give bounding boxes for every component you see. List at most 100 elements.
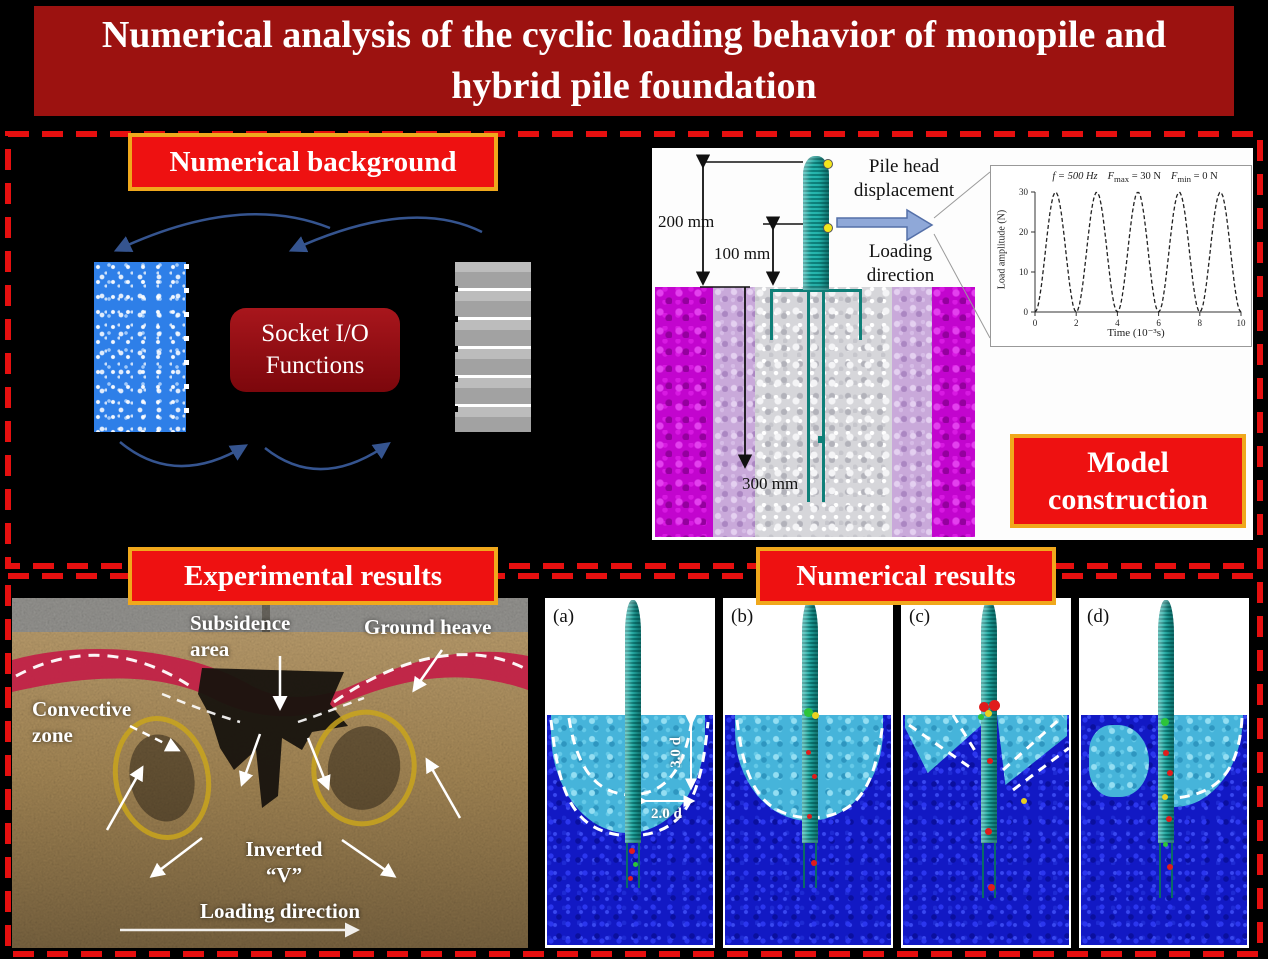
pile-tip-marker [818, 436, 825, 443]
svg-text:10: 10 [1237, 318, 1247, 328]
soil-strip-magenta-left [655, 287, 713, 537]
stress-speck [628, 876, 633, 881]
panel-a: 3.0 d 2.0 d (a) [545, 598, 715, 948]
stress-speck [979, 702, 989, 712]
experimental-photo: Subsidence area Ground heave Convective … [12, 598, 528, 948]
numerical-background-label: Numerical background [128, 133, 498, 191]
panel-a-pile-line-right [638, 843, 640, 888]
experimental-results-label-text: Experimental results [183, 559, 443, 592]
stress-speck [812, 712, 819, 719]
experimental-results-label: Experimental results [128, 547, 498, 605]
data-exchange-arrows [113, 212, 483, 471]
numerical-background-label-text: Numerical background [169, 145, 457, 178]
stress-speck [1167, 864, 1173, 870]
soil-strip-lavender-right [892, 287, 932, 537]
panel-c-pile-line-right [994, 843, 996, 898]
panel-c-pile [981, 600, 997, 843]
numerical-results-panels: 3.0 d 2.0 d (a) (b) [545, 598, 1257, 948]
page-title: Numerical analysis of the cyclic loading… [101, 14, 1167, 107]
pile-wall-left-embedded [807, 287, 810, 502]
stress-speck [807, 814, 812, 819]
panel-a-pile-line-left [626, 843, 628, 888]
inset-ylabel: Load amplitude (N) [996, 209, 1008, 290]
pile-head-node [823, 159, 833, 169]
stress-speck [804, 708, 813, 717]
dim-200mm: 200 mm [658, 212, 715, 231]
panel-d-pile-line-right [1171, 843, 1173, 898]
ground-heave-label: Ground heave [364, 615, 492, 639]
wall-boundary-notches [453, 262, 458, 432]
socket-io-box: Socket I/O Functions [230, 308, 400, 392]
stress-speck [1166, 816, 1172, 822]
panel-d-pile-line-left [1159, 843, 1161, 898]
dem-particle-assembly [94, 262, 189, 432]
panel-d-left-patch [1089, 725, 1149, 797]
soil-specimen [655, 287, 975, 537]
panel-c-label: (c) [909, 606, 931, 627]
dim-300mm: 300 mm [742, 474, 799, 493]
model-construction-box: Model construction [1010, 434, 1246, 528]
socket-io-line2: Functions [265, 352, 365, 379]
inset-line-chart: 0 2 4 6 8 10 0 10 20 30 [1019, 187, 1247, 328]
pile-wall-right-embedded [822, 287, 825, 502]
wall-element-stack [453, 262, 531, 432]
numerical-results-label: Numerical results [756, 547, 1056, 605]
panel-d-label: (d) [1087, 606, 1110, 627]
stress-speck [1163, 842, 1168, 847]
panel-b-pile [802, 600, 818, 843]
svg-text:10: 10 [1019, 267, 1029, 277]
stress-speck [1167, 770, 1173, 776]
loading-node [823, 223, 833, 233]
panel-a-label: (a) [553, 606, 575, 627]
convective-zone-label: Convective zone [32, 697, 132, 748]
panel-d: (d) [1079, 598, 1249, 948]
panel-b-label: (b) [731, 606, 754, 627]
stress-speck [989, 700, 1000, 711]
panel-c: (c) [901, 598, 1071, 948]
stress-speck [978, 714, 984, 720]
hybrid-skirt-left [770, 289, 773, 340]
model-construction-box-text: Model construction [1048, 445, 1208, 517]
panel-b-pile-line-left [803, 843, 805, 888]
svg-text:2: 2 [1074, 318, 1079, 328]
panel-a-width-annotation: 2.0 d [651, 806, 682, 822]
coupling-boundary-dots [184, 264, 189, 430]
inverted-v-label: Inverted “V” [245, 837, 323, 888]
socket-io-line1: Socket I/O [261, 319, 369, 347]
stress-speck [629, 848, 635, 854]
panel-a-pile [625, 600, 641, 843]
inset-annotation: f = 500 Hz Fmax = 30 N Fmin = 0 N [1052, 171, 1218, 185]
soil-strip-lavender-left [713, 287, 755, 537]
subsidence-area-label: Subsidence area [190, 611, 291, 662]
hybrid-skirt-top [770, 289, 862, 292]
stress-speck [1163, 750, 1169, 756]
bottom-section-dashed-border [5, 573, 1263, 957]
top-section-dashed-border [5, 131, 1263, 569]
stress-speck [633, 862, 638, 867]
loading-direction-label: Loading direction [866, 241, 935, 286]
panel-b-pile-line-right [815, 843, 817, 888]
title-banner: Numerical analysis of the cyclic loading… [34, 6, 1234, 116]
stress-speck [987, 758, 993, 764]
panel-a-depth-annotation: 3.0 d [667, 737, 684, 768]
soil-strip-magenta-right [932, 287, 975, 537]
model-construction-panel: 200 mm 100 mm 300 mm Pile head displacem… [652, 148, 1253, 540]
cyclic-load-inset: 0 2 4 6 8 10 0 10 20 30 f = 500 Hz Fmax = 30 N Fmin… [990, 165, 1252, 347]
stress-speck [1161, 718, 1169, 726]
stress-speck [811, 860, 817, 866]
experimental-photo-graphics [12, 598, 528, 948]
svg-text:6: 6 [1156, 318, 1161, 328]
stress-speck [1021, 798, 1027, 804]
stress-speck [812, 774, 817, 779]
numerical-results-label-text: Numerical results [796, 559, 1016, 592]
dimension-annotations [695, 154, 991, 469]
stress-speck [1162, 794, 1168, 800]
stress-speck [988, 884, 995, 891]
svg-text:0: 0 [1024, 307, 1029, 317]
pile-head-displacement-label: Pile head displacement [853, 156, 955, 201]
panel-c-overlay [908, 714, 1070, 792]
stress-speck [985, 710, 992, 717]
loading-direction-arrow [836, 208, 934, 242]
svg-text:4: 4 [1115, 318, 1120, 328]
